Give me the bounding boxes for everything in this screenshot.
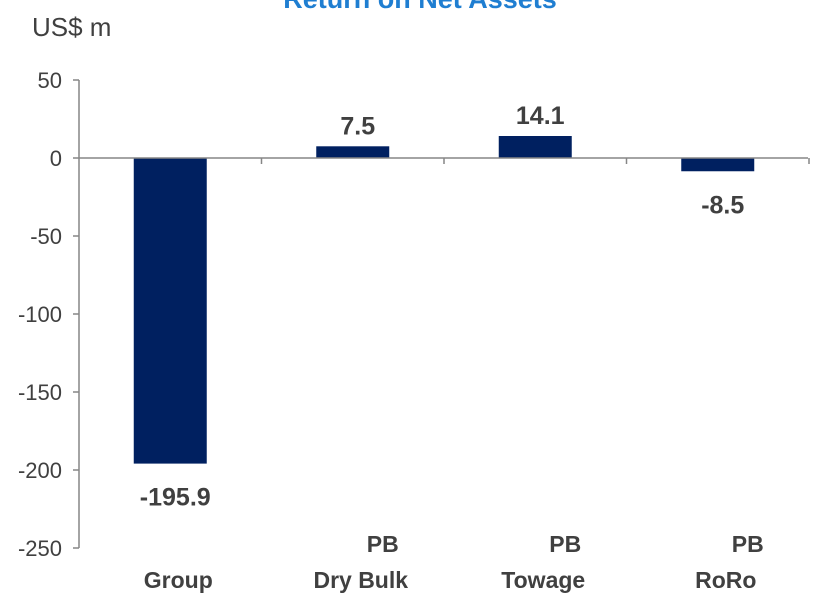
y-tick-label: 50 (38, 68, 62, 93)
data-label: -8.5 (701, 191, 744, 219)
chart-title: Return on Net Assets (283, 0, 557, 14)
y-tick-label: 0 (50, 146, 62, 171)
x-category-label-line2: Towage (501, 567, 585, 593)
bar (498, 136, 572, 158)
bars (133, 136, 755, 464)
x-category-label-line2: Group (144, 567, 213, 593)
x-axis-labels: Group PB Dry Bulk PB Towage PB RoRo (144, 531, 764, 593)
data-label: -195.9 (140, 484, 211, 512)
y-axis-unit-label: US$ m (32, 12, 111, 42)
x-category-label-line1: PB (549, 531, 581, 557)
y-tick-label: -250 (18, 536, 62, 561)
data-label: 7.5 (340, 112, 375, 140)
y-tick-label: -200 (18, 458, 62, 483)
y-axis-ticks: 50 0 -50 -100 -150 -200 -250 (18, 68, 62, 561)
x-category-label-line1: PB (732, 531, 764, 557)
data-labels: -195.9 7.5 14.1 -8.5 (140, 102, 745, 512)
x-category-label-line2: Dry Bulk (313, 567, 408, 593)
bar (681, 158, 755, 172)
y-tick-label: -150 (18, 380, 62, 405)
axes (73, 79, 810, 549)
bar (316, 146, 390, 158)
x-category-label-line2: RoRo (695, 567, 756, 593)
data-label: 14.1 (516, 102, 565, 130)
y-tick-label: -100 (18, 302, 62, 327)
bar (133, 158, 207, 464)
y-tick-label: -50 (30, 224, 62, 249)
x-category-label-line1: PB (367, 531, 399, 557)
